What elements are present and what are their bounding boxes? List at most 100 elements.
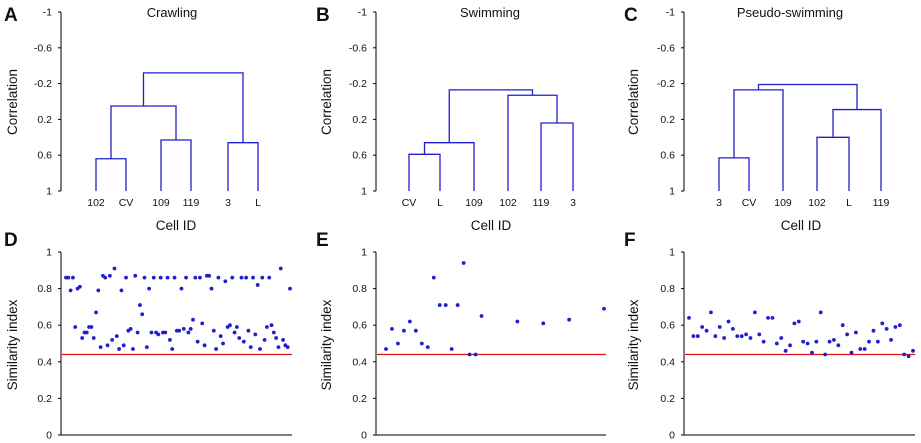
- leaf-label: CV: [119, 197, 134, 209]
- y-tick-label: 0.2: [660, 114, 675, 126]
- panel-letter-f: F: [624, 230, 636, 251]
- scatter-point: [202, 343, 207, 348]
- scatter-point: [94, 310, 98, 315]
- dendrogram-c: [718, 83, 882, 191]
- leaf-label: 3: [225, 197, 231, 209]
- scatter-point: [228, 323, 232, 328]
- scatter-point: [285, 345, 290, 350]
- scatter-point: [163, 330, 168, 335]
- y-tick-label: -1: [358, 7, 367, 19]
- y-tick-label: 0: [669, 430, 675, 442]
- dendrogram-branch: [423, 142, 475, 191]
- scatter-point: [541, 321, 546, 326]
- dendrogram-branch: [816, 136, 850, 191]
- scatter-point: [96, 288, 101, 293]
- scatter-point: [840, 323, 845, 328]
- scatter-point: [267, 275, 272, 280]
- y-tick-label: 0.6: [37, 150, 52, 162]
- scatter-point: [184, 275, 188, 280]
- scatter-point: [413, 328, 418, 333]
- scatter-point: [234, 325, 239, 329]
- scatter-point: [168, 337, 172, 342]
- y-tick-label: 0.8: [352, 283, 367, 295]
- scatter-point: [752, 310, 757, 315]
- scatter-point: [131, 347, 135, 351]
- scatter-point: [253, 332, 258, 337]
- scatter-point: [232, 330, 237, 335]
- dendrogram-branch: [757, 83, 858, 110]
- scatter-point: [726, 319, 731, 324]
- scatter-point: [110, 337, 115, 342]
- scatter-point: [77, 284, 82, 289]
- scatter-point: [862, 347, 867, 351]
- dendrogram-branch: [142, 72, 244, 143]
- scatter-points-f: [687, 310, 915, 359]
- dendrogram-branch: [832, 108, 882, 191]
- y-axis-label-e: Similarity index: [319, 299, 334, 390]
- scatter-point: [425, 345, 430, 350]
- scatter-point: [473, 352, 478, 357]
- scatter-point: [260, 275, 265, 280]
- scatter-point: [114, 334, 119, 339]
- panel-letter-b: B: [316, 5, 330, 26]
- scatter-point: [248, 345, 253, 350]
- scatter-point: [221, 341, 225, 346]
- leaf-label: 119: [873, 197, 890, 209]
- y-tick-label: -0.2: [349, 78, 367, 90]
- scatter-point: [836, 343, 841, 348]
- leaf-label: L: [846, 197, 852, 209]
- scatter-point: [889, 337, 893, 342]
- y-tick-label: 0.6: [37, 320, 52, 332]
- y-tick-label: 0: [361, 430, 367, 442]
- x-axis-label-b: Cell ID: [471, 218, 512, 233]
- leaf-labels-a: 102 CV 109 119 3 L: [87, 197, 261, 209]
- y-ticks-c: -1 -0.6 -0.2 0.2 0.6 1: [657, 7, 684, 198]
- scatter-point: [880, 321, 885, 326]
- y-tick-label: 0: [46, 430, 52, 442]
- leaf-label: 102: [499, 197, 517, 209]
- panel-letter-d: D: [4, 230, 18, 251]
- scatter-point: [258, 347, 262, 351]
- scatter-point: [133, 273, 138, 278]
- leaf-label: 109: [152, 197, 170, 209]
- dendrogram-branch: [507, 94, 558, 191]
- y-tick-label: 0.4: [37, 356, 52, 368]
- scatter-point: [80, 336, 85, 340]
- panel-b: B Swimming Correlation Cell ID -1 -0.6 -0.…: [316, 5, 576, 233]
- scatter-point: [165, 275, 170, 280]
- scatter-point: [792, 321, 797, 326]
- scatter-point: [241, 339, 246, 344]
- scatter-point: [191, 317, 195, 322]
- scatter-point: [602, 306, 606, 311]
- scatter-point: [170, 347, 175, 351]
- y-tick-label: 1: [361, 186, 367, 198]
- scatter-point: [149, 330, 154, 335]
- y-tick-label: 0.4: [660, 356, 675, 368]
- scatter-point: [691, 334, 696, 339]
- y-axis-label-b: Correlation: [319, 69, 334, 135]
- scatter-point: [117, 347, 122, 351]
- scatter-point: [71, 275, 75, 280]
- y-tick-label: 0.4: [352, 356, 367, 368]
- y-tick-label: -1: [666, 7, 675, 19]
- scatter-point: [810, 350, 814, 355]
- dendrogram-branch: [733, 89, 784, 191]
- y-tick-label: 0.2: [352, 393, 367, 405]
- scatter-point: [207, 273, 212, 278]
- panel-letter-c: C: [624, 5, 638, 26]
- scatter-point: [195, 339, 200, 344]
- scatter-point: [119, 288, 124, 293]
- scatter-point: [73, 325, 78, 329]
- scatter-point: [124, 275, 128, 280]
- leaf-label: 119: [533, 197, 550, 209]
- y-tick-label: -0.6: [349, 42, 367, 54]
- scatter-point: [515, 319, 520, 324]
- scatter-point: [271, 330, 276, 335]
- y-tick-label: 0.6: [660, 150, 675, 162]
- scatter-point: [278, 266, 283, 271]
- scatter-point: [193, 275, 198, 280]
- scatter-point: [774, 341, 779, 346]
- y-tick-label: 0.2: [37, 114, 52, 126]
- scatter-point: [437, 303, 442, 307]
- scatter-point: [142, 275, 147, 280]
